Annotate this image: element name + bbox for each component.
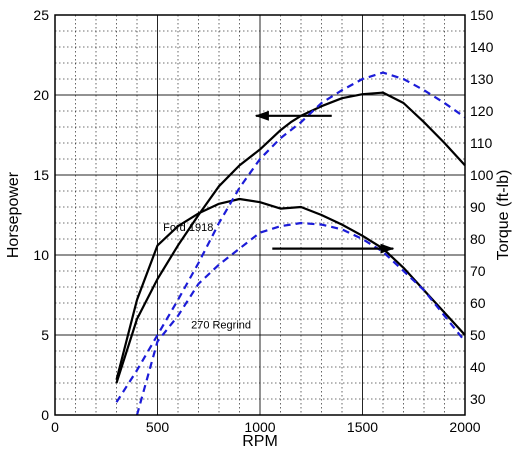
y2-tick-label: 80 <box>470 231 486 247</box>
plot-frame <box>54 14 466 416</box>
y2-tick-label: 130 <box>470 71 494 87</box>
y-tick-label: 15 <box>33 167 49 183</box>
y2-tick-label: 140 <box>470 39 494 55</box>
y-tick-label: 20 <box>33 87 49 103</box>
x-tick-label: 1000 <box>244 419 275 435</box>
series-label-ford-1918: Ford 1918 <box>163 222 213 234</box>
y-tick-label: 25 <box>33 7 49 23</box>
annotations: Ford 1918 270 Regrind <box>163 110 395 332</box>
ford-1918-horsepower-line <box>115 91 466 384</box>
y-axis-title: Horsepower <box>5 171 22 258</box>
270-regrind-horsepower-line <box>115 71 466 403</box>
y2-tick-label: 60 <box>470 295 486 311</box>
y2-tick-label: 90 <box>470 199 486 215</box>
y-tick-label: 0 <box>41 407 49 423</box>
270-regrind-torque-line <box>135 221 466 416</box>
y2-tick-label: 70 <box>470 263 486 279</box>
x-tick-label: 2000 <box>449 419 480 435</box>
x-axis-title: RPM <box>242 433 278 450</box>
y2-tick-label: 40 <box>470 359 486 375</box>
y2-axis-title: Torque (ft-lb) <box>495 170 512 261</box>
tick-labels: 0 500 1000 1500 2000 0 5 10 15 20 25 30 40 50 60 70 80 90… <box>33 7 493 435</box>
y2-tick-label: 100 <box>470 167 494 183</box>
y2-tick-label: 30 <box>470 391 486 407</box>
y2-tick-label: 50 <box>470 327 486 343</box>
x-tick-label: 1500 <box>347 419 378 435</box>
x-tick-label: 0 <box>51 419 59 435</box>
x-tick-label: 500 <box>146 419 170 435</box>
ford-1918-torque-line <box>115 197 466 381</box>
y2-tick-label: 150 <box>470 7 494 23</box>
series-lines <box>115 71 466 416</box>
y2-tick-label: 120 <box>470 103 494 119</box>
y2-tick-label: 110 <box>470 135 493 151</box>
grid <box>54 14 466 416</box>
y-tick-label: 10 <box>33 247 49 263</box>
series-label-270-regrind: 270 Regrind <box>191 320 251 332</box>
y-tick-label: 5 <box>41 327 49 343</box>
